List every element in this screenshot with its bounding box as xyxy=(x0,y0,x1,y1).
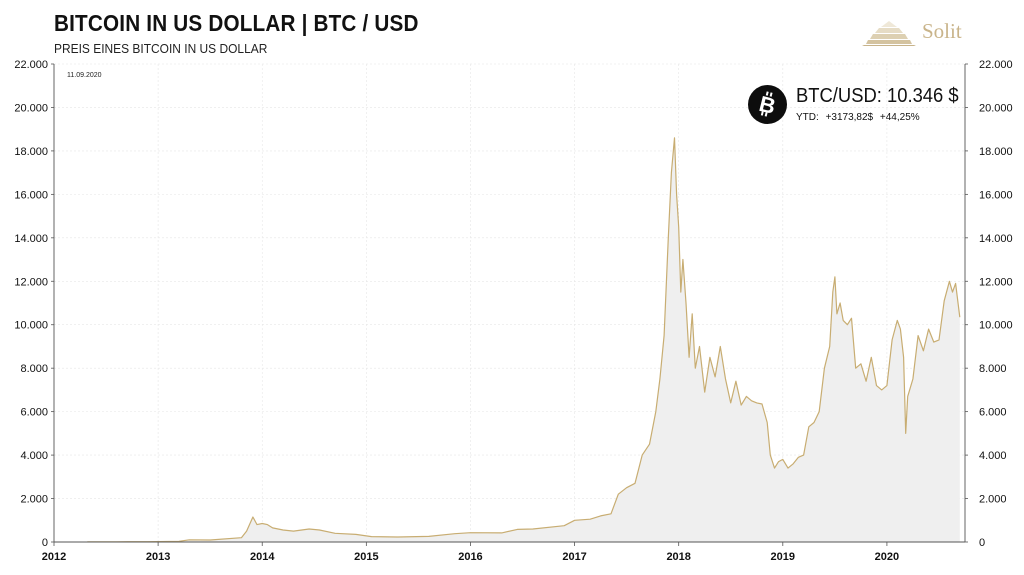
y-axis-left: 0 2.000 4.000 6.000 8.000 10.000 12.000 14.000 1… xyxy=(14,59,48,549)
ytd-absolute: +3173,82$ xyxy=(825,112,874,123)
bitcoin-icon: B xyxy=(748,85,787,124)
y-tick-label-right: 16.000 xyxy=(979,189,1013,201)
x-tick-label: 2017 xyxy=(562,551,586,563)
axis-layer xyxy=(51,63,968,546)
page-subtitle: PREIS EINES BITCOIN IN US DOLLAR xyxy=(54,41,268,56)
y-tick-label-right: 12.000 xyxy=(979,276,1013,288)
ytd-percent: +44,25% xyxy=(879,112,920,123)
price-line xyxy=(87,137,961,543)
x-tick-label: 2018 xyxy=(666,551,690,563)
y-tick-label-left: 4.000 xyxy=(20,450,48,462)
solit-logo-icon xyxy=(862,21,916,46)
y-tick-label-right: 6.000 xyxy=(979,407,1007,419)
y-tick-label-right: 14.000 xyxy=(979,233,1013,245)
y-tick-label-left: 8.000 xyxy=(20,363,48,375)
y-tick-label-left: 10.000 xyxy=(14,320,48,332)
y-tick-label-left: 6.000 xyxy=(20,407,48,419)
y-axis-right: 0 2.000 4.000 6.000 8.000 10.000 12.000 14.000 1… xyxy=(979,59,1013,549)
y-tick-label-left: 0 xyxy=(42,537,48,549)
chart-date-label: 11.09.2020 xyxy=(67,72,102,79)
area-layer xyxy=(87,137,961,543)
solit-logo-text: Solit xyxy=(922,19,962,43)
y-tick-label-right: 22.000 xyxy=(979,59,1013,71)
y-tick-label-left: 20.000 xyxy=(14,102,48,114)
price-box: B BTC/USD: 10.346 $ YTD: +3173,82$ +44,2… xyxy=(748,85,978,127)
y-tick-label-left: 12.000 xyxy=(14,276,48,288)
y-tick-label-right: 20.000 xyxy=(979,102,1013,114)
x-tick-label: 2015 xyxy=(354,551,378,563)
y-tick-label-right: 18.000 xyxy=(979,146,1013,158)
price-area xyxy=(87,137,960,542)
y-tick-label-left: 14.000 xyxy=(14,233,48,245)
y-tick-label-right: 10.000 xyxy=(979,320,1013,332)
price-label: BTC/USD: 10.346 $ xyxy=(796,85,959,107)
x-tick-label: 2013 xyxy=(146,551,170,563)
ytd-row: YTD: +3173,82$ +44,25% xyxy=(796,112,924,123)
page-title: BITCOIN IN US DOLLAR | BTC / USD xyxy=(54,10,419,36)
ytd-label: YTD: xyxy=(796,112,819,123)
x-tick-label: 2016 xyxy=(458,551,482,563)
y-tick-label-left: 16.000 xyxy=(14,189,48,201)
x-tick-label: 2020 xyxy=(875,551,899,563)
x-tick-label: 2019 xyxy=(771,551,795,563)
x-axis: 2012 2013 2014 2015 2016 2017 2018 2019 2020 xyxy=(42,551,899,563)
x-tick-label: 2014 xyxy=(250,551,275,563)
y-tick-label-right: 2.000 xyxy=(979,494,1007,506)
y-tick-label-right: 8.000 xyxy=(979,363,1007,375)
y-tick-label-right: 4.000 xyxy=(979,450,1007,462)
y-tick-label-left: 18.000 xyxy=(14,146,48,158)
y-tick-label-right: 0 xyxy=(979,537,985,549)
y-tick-label-left: 22.000 xyxy=(14,59,48,71)
y-tick-label-left: 2.000 xyxy=(20,494,48,506)
x-tick-label: 2012 xyxy=(42,551,66,563)
